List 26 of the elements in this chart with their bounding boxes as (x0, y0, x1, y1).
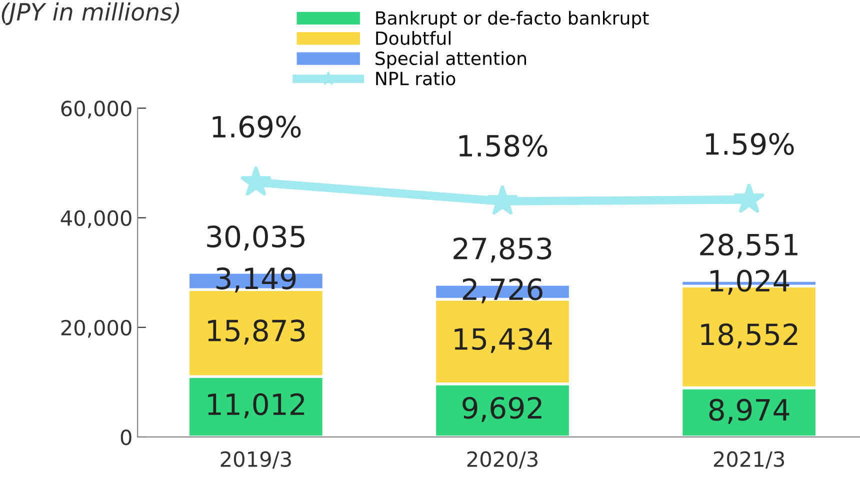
legend-label: Doubtful (376, 31, 450, 45)
total-label: 30,035 (207, 225, 304, 251)
x-tick-label: 2019/3 (220, 451, 291, 469)
y-tick-label: 60,000 (61, 100, 132, 118)
data-label: 15,434 (454, 328, 552, 354)
data-label: 1.59% (706, 132, 794, 156)
y-tick-label: 40,000 (60, 210, 132, 228)
total-label: 27,853 (454, 237, 552, 262)
x-tick-label: 2020/3 (467, 451, 538, 469)
x-tick-label: 2021/3 (714, 451, 784, 469)
legend-label: NPL ratio (376, 71, 456, 86)
y-axis-title: (JPY in millions) (2, 2, 180, 26)
data-label: 11,012 (208, 393, 304, 418)
legend-label: Special attention (376, 51, 526, 69)
data-label: 18,552 (701, 323, 798, 348)
y-tick-label: 0 (120, 429, 132, 446)
data-label: 2,726 (462, 278, 542, 304)
y-tick-label: 20,000 (61, 320, 132, 338)
data-label: 8,974 (709, 398, 790, 424)
data-label: 3,149 (216, 267, 296, 292)
data-label: 15,873 (208, 320, 305, 345)
data-label: 1.69% (212, 116, 301, 138)
legend-label: Bankrupt or de-facto bankrupt (376, 10, 649, 28)
data-label: 1.58% (459, 134, 548, 157)
data-label: 9,692 (462, 396, 542, 422)
total-label: 28,551 (700, 234, 798, 259)
